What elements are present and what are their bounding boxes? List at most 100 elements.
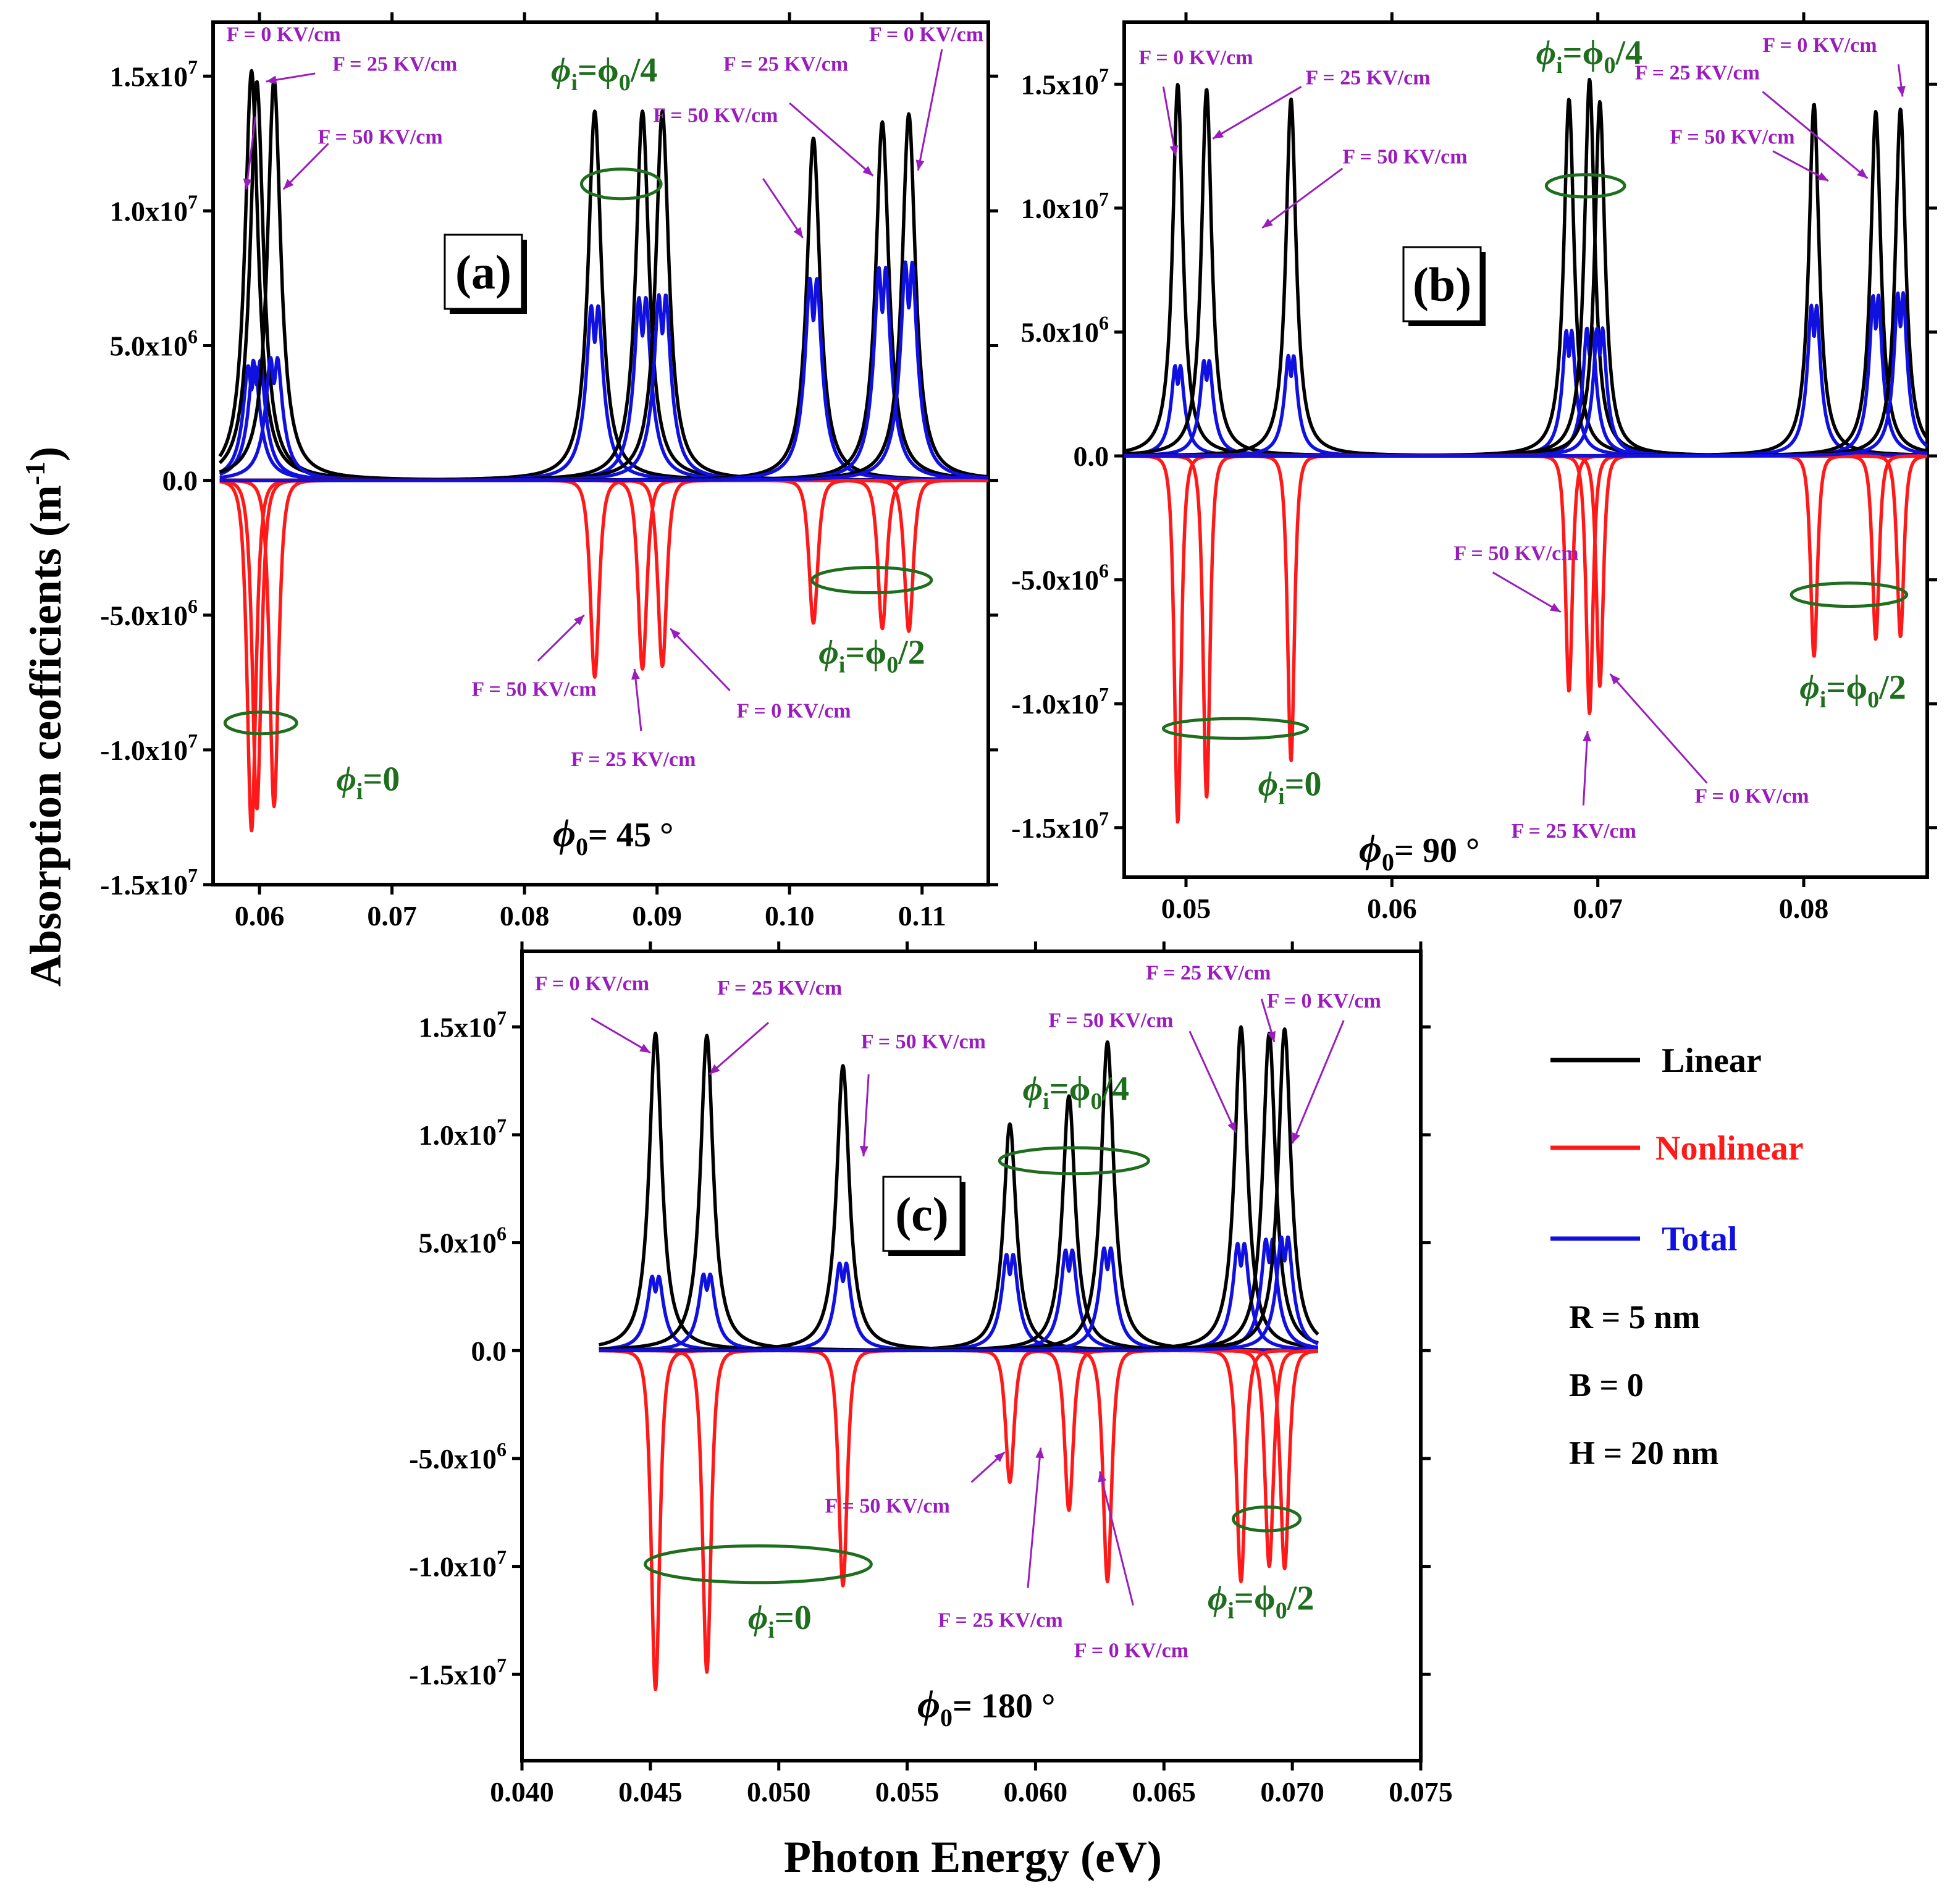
legend: Linear Nonlinear Total (1550, 1042, 1804, 1258)
panel-c-field-annotation: F = 25 KV/cm (938, 1609, 1062, 1632)
panel-b-annotation-arrowhead (1610, 674, 1620, 685)
panel-c-label: (c) (895, 1187, 949, 1241)
panel-c-ytick-label: 5.0x106 (419, 1223, 507, 1259)
panel-a-annotation-arrow (282, 143, 329, 190)
panel-b-field-annotation: F = 0 KV/cm (1138, 46, 1253, 69)
parameters: R = 5 nm B = 0 H = 20 nm (1569, 1299, 1718, 1472)
panel-c-annotation-arrowhead (1227, 1121, 1236, 1133)
panel-b-field-annotation: F = 0 KV/cm (1694, 785, 1809, 808)
panel-b-annotation-arrowhead (1262, 218, 1273, 228)
panel-a-annotation-arrowhead (631, 669, 640, 680)
panel-c-phi-label: ϕi=0 (748, 1599, 812, 1643)
panel-c-xtick-label: 0.060 (1004, 1776, 1068, 1808)
panel-a-annotation-arrowhead (862, 166, 873, 176)
panel-b-field-annotation: F = 25 KV/cm (1635, 61, 1760, 84)
panel-c-annotation-arrow (1291, 1020, 1345, 1144)
panel-c-field-annotation: F = 0 KV/cm (1267, 990, 1381, 1013)
panel-c-xtick-label: 0.065 (1132, 1776, 1197, 1808)
panel-b-group-ellipse (1790, 581, 1909, 608)
panel-b-annotation-arrowhead (1583, 731, 1592, 742)
panel-c-total-line (597, 1272, 1319, 1352)
panel-a-field-annotation: F = 50 KV/cm (653, 104, 778, 127)
panel-c-annotation-arrowhead (1267, 1030, 1276, 1042)
panel-c-total-line (597, 1248, 1319, 1352)
panel-a-xtick-label: 0.09 (632, 900, 682, 932)
legend-linear-label: Linear (1662, 1042, 1762, 1080)
panel-c-ytick-label: 1.0x107 (419, 1114, 507, 1151)
panel-a-phi-label: ϕi=ϕ0/4 (551, 51, 657, 96)
panel-c-label-box (882, 1176, 962, 1252)
panel-a-ytick-label: 1.5x107 (110, 56, 198, 92)
panel-b-annotation-arrowhead (1549, 603, 1561, 612)
panel-c-xtick-label: 0.075 (1389, 1776, 1453, 1808)
panel-a-annotation-arrow (537, 614, 585, 662)
panel-b-ytick-label: 1.0x107 (1021, 188, 1109, 224)
panel-c-total-line (597, 1235, 1319, 1352)
panel-c-xtick-label: 0.070 (1260, 1776, 1324, 1808)
panel-c-group-ellipse (1232, 1505, 1302, 1533)
panel-b-xtick-label: 0.07 (1573, 893, 1623, 924)
panel-a-annotation-arrowhead (915, 159, 925, 171)
panel-c-annotation-arrowhead (859, 1145, 869, 1156)
panel-c-annotation-arrowhead (1098, 1471, 1107, 1483)
panel-b-phi-label: ϕi=ϕ0/4 (1536, 34, 1642, 78)
panel-b-phi0-label: ϕ0= 90 ° (1359, 827, 1479, 876)
panel-b-phi-label: ϕi=ϕ0/2 (1799, 668, 1906, 713)
panel-c-annotation-arrow (1027, 1447, 1042, 1588)
panel-b-annotation-arrowhead (1213, 130, 1224, 139)
panel-c-annotation-arrow (1098, 1471, 1134, 1606)
panel-c-xtick-label: 0.040 (490, 1776, 554, 1808)
panel-c-frame (520, 950, 1423, 1762)
panel-a-ytick-label: -1.0x107 (100, 730, 198, 766)
panel-a-ytick-label: -5.0x106 (100, 595, 198, 631)
panel-c-xtick-label: 0.050 (747, 1776, 811, 1808)
panel-a-label-box (444, 234, 523, 310)
panel-c-nonlinear-line (597, 1349, 1319, 1568)
panel-b-xtick-label: 0.05 (1161, 893, 1211, 924)
legend-nonlinear-label: Nonlinear (1655, 1129, 1804, 1168)
panel-c-field-annotation: F = 0 KV/cm (1074, 1639, 1188, 1662)
panel-c-annotation-arrow (591, 1017, 651, 1054)
panel-c-group-ellipse (998, 1146, 1150, 1176)
panel-c-field-annotation: F = 0 KV/cm (535, 972, 649, 995)
panel-a-label: (a) (455, 245, 511, 299)
panel-c-nonlinear-line (597, 1349, 1319, 1588)
panel-a-total-line (218, 260, 990, 482)
panel-c-phi0-label: ϕ0= 180 ° (917, 1682, 1055, 1732)
panel-c-ytick-label: 0.0 (471, 1335, 507, 1366)
panel-c-phi-label: ϕi=ϕ0/4 (1023, 1070, 1129, 1114)
param-field-b: B = 0 (1569, 1366, 1644, 1404)
panel-a-annotation-arrowhead (283, 179, 294, 190)
panel-a-field-annotation: F = 25 KV/cm (571, 748, 696, 771)
panel-c-ytick-label: -1.0x107 (409, 1546, 507, 1583)
y-axis-title: Absorption ceofficients (m-1) (19, 447, 70, 987)
panel-b-label: (b) (1413, 258, 1471, 311)
panel-c-group-ellipse (644, 1544, 873, 1585)
panel-b-ytick-label: -5.0x106 (1011, 560, 1109, 596)
panel-b-xtick-label: 0.06 (1367, 893, 1417, 924)
panel-c-chart: 0.040 0.045 0.050 0.055 0.060 0.065 0.070 0.075… (409, 941, 1453, 1808)
panel-a-phi-label: ϕi=ϕ0/2 (818, 633, 925, 678)
panel-a-annotation-arrow (917, 49, 943, 171)
panel-b-group-ellipse (1161, 717, 1310, 740)
panel-c-phi-label: ϕi=ϕ0/2 (1208, 1579, 1314, 1623)
panel-c-xtick-label: 0.045 (618, 1776, 683, 1808)
panel-a-nonlinear-line (218, 478, 990, 631)
panel-b-field-annotation: F = 25 KV/cm (1512, 820, 1636, 843)
panel-c-annotation-arrowhead (994, 1452, 1005, 1462)
panel-c-total-line (597, 1246, 1319, 1352)
panel-b-annotation-arrow (1609, 673, 1708, 784)
panel-a-annotation-arrow (789, 102, 874, 177)
panel-b-field-annotation: F = 50 KV/cm (1670, 126, 1794, 149)
panel-a-field-annotation: F = 0 KV/cm (736, 700, 851, 723)
panel-b-annotation-arrow (1162, 86, 1177, 156)
panel-b-field-annotation: F = 50 KV/cm (1342, 146, 1467, 169)
panel-c-nonlinear-line (597, 1349, 1319, 1570)
y-axis-title-superscript: -1 (19, 461, 51, 485)
panel-c-nonlinear-line (597, 1349, 1319, 1512)
panel-c-xtick-label: 0.055 (875, 1776, 940, 1808)
panel-b-ytick-label: -1.0x107 (1011, 683, 1109, 720)
panel-a-phi0-label: ϕ0= 45 ° (553, 811, 673, 861)
panel-b-ytick-label: 5.0x106 (1021, 311, 1109, 348)
panel-a-ytick-label: 5.0x106 (110, 326, 198, 362)
